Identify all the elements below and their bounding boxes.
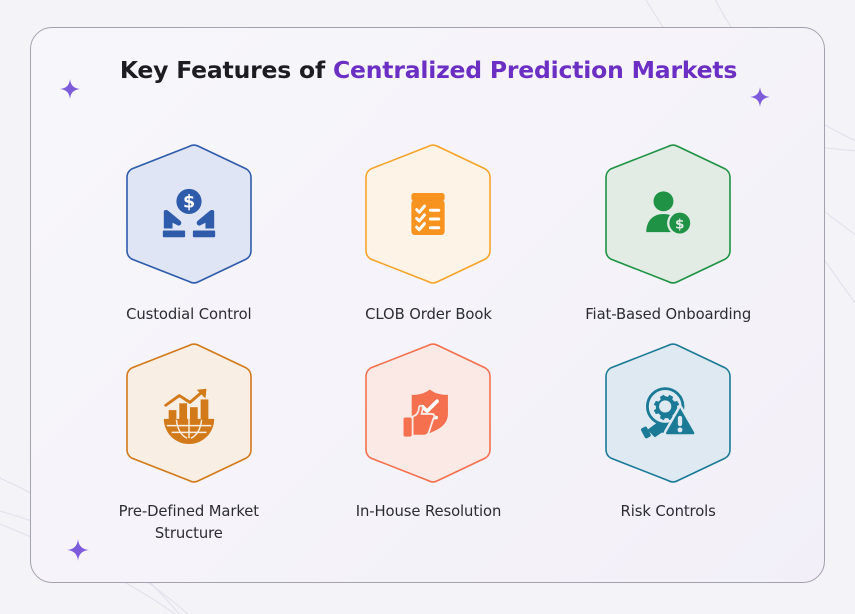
feature-label: Risk Controls bbox=[620, 503, 716, 521]
svg-text:$: $ bbox=[183, 193, 195, 213]
page-title: Key Features of Centralized Prediction M… bbox=[31, 56, 824, 84]
infographic-card: Key Features of Centralized Prediction M… bbox=[30, 27, 825, 583]
feature-item-risk-controls[interactable]: Risk Controls bbox=[548, 339, 788, 544]
hand-gear-warning-icon bbox=[635, 380, 701, 446]
feature-label: CLOB Order Book bbox=[365, 306, 492, 323]
person-with-dollar-coin-icon: $ bbox=[635, 181, 701, 247]
feature-grid: $ Custodial Control bbox=[69, 140, 788, 544]
hexagon-clob-order-book bbox=[354, 140, 502, 288]
hexagon-pre-defined-market-structure bbox=[115, 339, 263, 487]
hexagon-in-house-resolution bbox=[354, 339, 502, 487]
hexagon-shape bbox=[605, 144, 731, 284]
feature-item-clob-order-book[interactable]: CLOB Order Book bbox=[309, 140, 549, 325]
sparkle-icon-top-right bbox=[750, 87, 770, 107]
hexagon-custodial-control: $ bbox=[115, 140, 263, 288]
feature-item-custodial-control[interactable]: $ Custodial Control bbox=[69, 140, 309, 325]
feature-label: Custodial Control bbox=[126, 306, 252, 323]
feature-item-pre-defined-market-structure[interactable]: Pre-Defined Market Structure bbox=[69, 339, 309, 544]
feature-label: In-House Resolution bbox=[355, 503, 502, 521]
shield-check-thumbs-up-icon bbox=[395, 380, 461, 446]
hands-holding-dollar-coin-icon: $ bbox=[156, 181, 222, 247]
hexagon-shape bbox=[126, 343, 252, 484]
page-title-accent: Centralized Prediction Markets bbox=[332, 56, 738, 84]
feature-label: Fiat-Based Onboarding bbox=[585, 306, 752, 323]
svg-text:$: $ bbox=[675, 217, 684, 233]
page-title-plain: Key Features of bbox=[119, 56, 333, 84]
globe-bar-chart-growth-icon bbox=[156, 380, 222, 446]
hexagon-fiat-based-onboarding: $ bbox=[594, 140, 742, 288]
feature-label: Pre-Defined Market Structure bbox=[118, 503, 259, 542]
checklist-clipboard-icon bbox=[395, 181, 461, 247]
hexagon-risk-controls bbox=[594, 339, 742, 487]
feature-item-fiat-based-onboarding[interactable]: $ Fiat-Based Onboarding bbox=[548, 140, 788, 325]
feature-item-in-house-resolution[interactable]: In-House Resolution bbox=[309, 339, 549, 544]
